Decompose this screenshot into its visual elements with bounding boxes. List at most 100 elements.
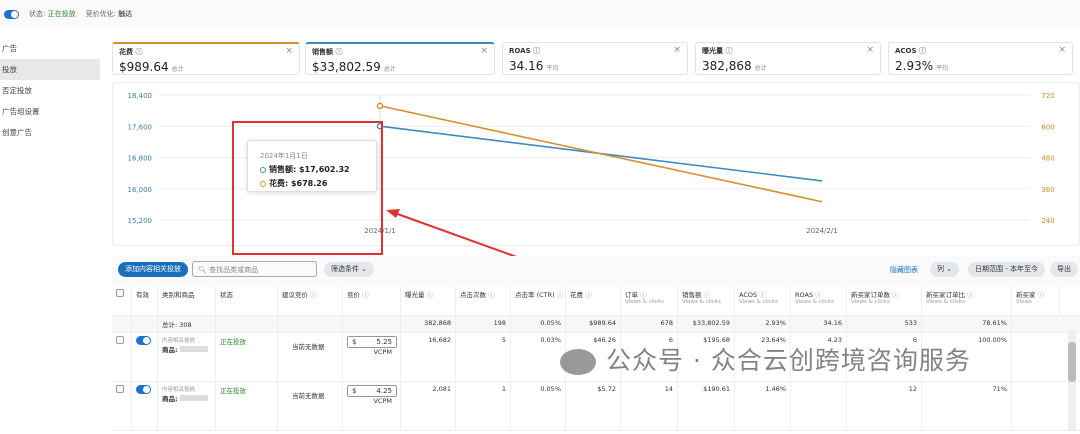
y-right-tick: 720: [1041, 92, 1054, 100]
targeting-type: 内容相关投放: [162, 338, 196, 344]
close-icon[interactable]: ×: [285, 46, 293, 56]
metric-title: 花费: [119, 48, 133, 56]
column-header-label: 有效: [136, 291, 149, 299]
chart-tooltip: 2024年1月1日 销售额: $17,602.32 花费: $678.26: [247, 140, 377, 192]
bid-currency: $: [352, 387, 357, 395]
sidebar-item-negative-targeting[interactable]: 否定投放: [2, 86, 32, 95]
column-header[interactable]: 点击率 (CTR) ⓘ: [511, 286, 566, 315]
column-header[interactable]: 订单 ⓘ Views & clicks: [621, 286, 678, 315]
column-header-label: 点击率 (CTR): [515, 291, 555, 299]
cell-spend: $46.26: [566, 333, 621, 381]
cell-spend: $5.72: [566, 382, 621, 430]
sidebar-item-targeting[interactable]: 投放: [0, 59, 100, 80]
metric-unit: 平均: [546, 65, 559, 72]
metric-card-sales[interactable]: 销售额 ⓘ $33,802.59 总计 ×: [305, 42, 495, 75]
spend-dot-icon: [260, 180, 266, 187]
metric-card-roas[interactable]: ROAS ⓘ 34.16 平均 ×: [502, 42, 688, 75]
metric-card-acos[interactable]: ACOS ⓘ 2.93% 平均 ×: [888, 42, 1073, 75]
date-range-button[interactable]: 日期范围 - 本年至今: [968, 262, 1045, 277]
metric-value: 382,868: [702, 59, 752, 73]
info-icon: ⓘ: [488, 291, 495, 299]
column-header[interactable]: 竞价 ⓘ: [343, 286, 401, 315]
column-header-label: ACOS: [739, 291, 758, 299]
column-header-label: 竞价: [347, 291, 360, 299]
y-right-tick: 480: [1041, 155, 1054, 163]
column-header[interactable]: 新买家订单数 ⓘ Views & clicks: [847, 286, 922, 315]
series-point-1[interactable]: [376, 102, 384, 110]
column-header[interactable]: 状态: [216, 286, 278, 315]
bid-unit: VCPM: [373, 348, 392, 356]
metric-unit: 总计: [383, 66, 396, 73]
column-header[interactable]: 曝光量 ⓘ: [401, 286, 456, 315]
targeting-table: 有效 类别和商品 状态 建议竞价 ⓘ 竞价 ⓘ 曝光量 ⓘ 点击次数 ⓘ 点击率 (CTR) …: [112, 286, 1080, 431]
info-icon: ⓘ: [533, 47, 541, 55]
hide-chart-link[interactable]: 隐藏图表: [890, 266, 918, 274]
export-button[interactable]: 导出: [1050, 262, 1078, 277]
cell-ctr: 0.03%: [511, 333, 566, 381]
sidebar-item-adgroup-settings[interactable]: 广告组设置: [2, 107, 40, 116]
row-enabled-toggle[interactable]: [136, 336, 151, 345]
column-header[interactable]: 有效: [132, 286, 158, 315]
status-text: 状态: 正在投放: [29, 9, 76, 19]
bid-input[interactable]: $4.25: [347, 385, 397, 397]
column-header[interactable]: 销售额 ⓘ Views & clicks: [678, 286, 735, 315]
column-header[interactable]: ROAS ⓘ Views & clicks: [791, 286, 847, 315]
x-tick: 2024/1/1: [364, 227, 395, 235]
column-header-label: 类别和商品: [162, 291, 195, 299]
add-targeting-button[interactable]: 添加内容相关投放: [118, 262, 188, 277]
info-icon: ⓘ: [1037, 291, 1045, 299]
row-checkbox[interactable]: [116, 385, 124, 393]
filter-dropdown[interactable]: 筛选条件 ⌄: [324, 262, 375, 277]
search-input[interactable]: 🔍︎ 查找品类或商品: [192, 261, 317, 277]
sidebar-item-creative[interactable]: 创意广告: [2, 128, 32, 137]
y-left-tick: 17,600: [128, 123, 153, 131]
close-icon[interactable]: ×: [866, 45, 874, 55]
cell-impressions: 16,682: [401, 333, 456, 381]
column-header-label: 订单: [625, 291, 638, 299]
row-checkbox[interactable]: [116, 336, 124, 344]
column-header[interactable]: ACOS ⓘ Views & clicks: [735, 286, 791, 315]
column-header[interactable]: 建议竞价 ⓘ: [278, 286, 343, 315]
table-row: 内容相关投放 商品: 正在投放 当前无数据 $4.25 VCPM 2,081 1 0.05…: [112, 382, 1080, 431]
metric-card-spend[interactable]: 花费 ⓘ $989.64 总计 ×: [112, 42, 300, 75]
scrollbar-thumb[interactable]: [1068, 342, 1076, 382]
info-icon: ⓘ: [640, 291, 647, 299]
column-header[interactable]: 点击次数 ⓘ: [456, 286, 511, 315]
bid-input[interactable]: $5.25: [347, 336, 397, 348]
total-sales: $33,802.59: [678, 316, 735, 332]
cell-roas: [791, 382, 847, 430]
cell-sales: $190.61: [678, 382, 735, 430]
column-header[interactable]: 类别和商品: [158, 286, 216, 315]
sidebar-item-ads[interactable]: 广告: [2, 44, 17, 53]
total-orders: 678: [621, 316, 678, 332]
total-spend: $989.64: [566, 316, 621, 332]
select-all-checkbox[interactable]: [116, 289, 124, 297]
bid-unit: VCPM: [373, 397, 392, 405]
product-name[interactable]: 商品:: [162, 395, 178, 403]
close-icon[interactable]: ×: [673, 45, 681, 55]
search-icon: 🔍︎: [198, 266, 207, 274]
total-clicks: 198: [456, 316, 511, 332]
campaign-toggle[interactable]: [4, 9, 19, 19]
column-header-label: ROAS: [795, 291, 814, 299]
blurred-product: [179, 346, 208, 352]
columns-dropdown[interactable]: 列 ⌄: [930, 262, 960, 277]
row-enabled-toggle[interactable]: [136, 385, 151, 394]
metric-card-impressions[interactable]: 曝光量 ⓘ 382,868 总计 ×: [695, 42, 881, 75]
bid-optimization-text: 竞价优化: 触达: [86, 9, 133, 19]
metric-value: 2.93%: [895, 59, 934, 73]
close-icon[interactable]: ×: [480, 46, 488, 56]
info-icon: ⓘ: [967, 291, 974, 299]
suggested-bid: 当前无数据: [278, 382, 343, 430]
y-left-tick: 16,800: [128, 155, 153, 163]
product-name[interactable]: 商品:: [162, 346, 178, 354]
column-header[interactable]: 花费 ⓘ: [566, 286, 621, 315]
column-header[interactable]: 新买家 ⓘ Views: [1012, 286, 1060, 315]
watermark: 公众号 · 众合云创跨境咨询服务: [560, 347, 971, 375]
column-header[interactable]: 新买家订单比 ⓘ Views & clicks: [922, 286, 1012, 315]
scrollbar[interactable]: [1068, 330, 1076, 430]
close-icon[interactable]: ×: [1058, 45, 1066, 55]
chevron-down-icon: ⌄: [361, 265, 368, 273]
metric-unit: 总计: [171, 66, 184, 73]
column-header-sub: Views & clicks: [851, 299, 890, 305]
